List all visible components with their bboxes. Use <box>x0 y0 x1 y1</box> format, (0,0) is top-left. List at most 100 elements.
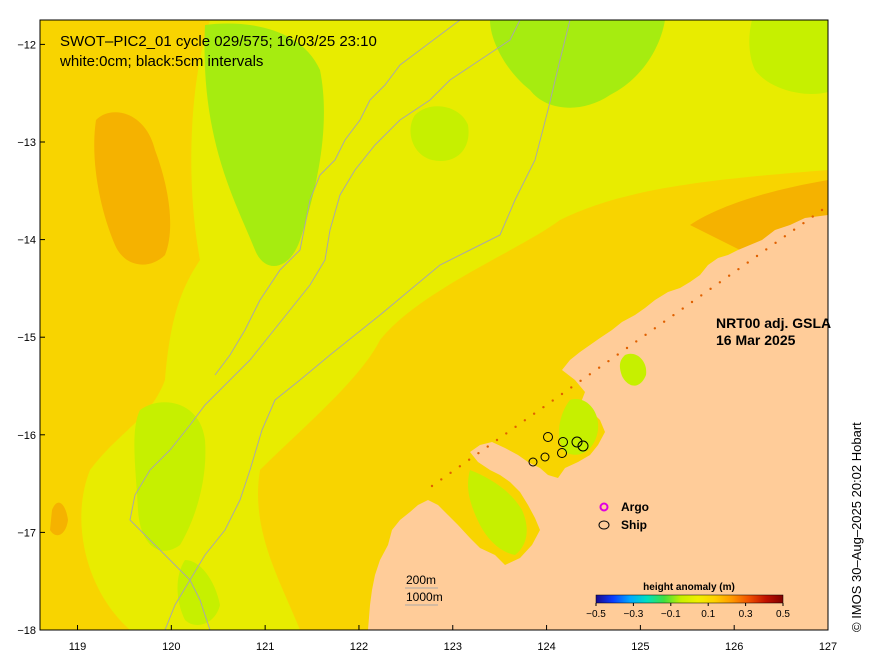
swot-track-dot <box>514 425 517 429</box>
isobath-inner <box>214 20 461 376</box>
ship-markers <box>528 432 589 467</box>
lat-tick-label: −13 <box>17 137 36 149</box>
lon-tick-label: 122 <box>350 641 368 653</box>
swot-track-dot <box>523 419 527 422</box>
swot-track-dot <box>783 235 787 238</box>
swot-track-dots <box>430 208 824 488</box>
swot-track-dot <box>588 373 592 376</box>
ship-marker <box>543 432 553 442</box>
ship-marker <box>577 440 589 452</box>
swot-track-dot <box>551 399 554 402</box>
sla-warmer-spot <box>50 502 68 536</box>
map-plot-area <box>40 20 828 630</box>
small-inlet <box>619 353 647 386</box>
colorbar: height anomaly (m) −0.5 −0.3 −0.1 0.1 0.3 0.5 <box>586 582 790 620</box>
ship-legend-label: Ship <box>621 518 647 532</box>
lat-tick-label: −17 <box>17 527 36 539</box>
latitude-axis: −12 −13 −14 −15 −16 −17 −18 <box>17 39 45 637</box>
lat-tick-label: −12 <box>17 39 36 51</box>
sla-cool-region-central <box>204 23 324 267</box>
lon-tick-label: 125 <box>631 641 649 653</box>
lat-tick-label: −14 <box>17 235 36 247</box>
swot-track-dot <box>755 254 759 258</box>
lon-tick-label: 124 <box>537 641 555 653</box>
header-line-1: SWOT–PIC2_01 cycle 029/575; 16/03/25 23:… <box>60 33 377 50</box>
product-line-1: NRT00 adj. GSLA <box>716 315 831 331</box>
swot-track-dot <box>811 215 814 218</box>
plot-frame <box>39 19 829 631</box>
sla-cool-region-north <box>490 20 665 108</box>
sla-warm-region <box>40 20 210 630</box>
sla-cool-region-northeast <box>749 20 828 94</box>
swot-track-dot <box>709 287 712 291</box>
swot-track-dot <box>690 300 694 304</box>
colorbar-tick-label: −0.1 <box>661 609 681 620</box>
king-sound-bay <box>468 470 527 555</box>
swot-track-dot <box>746 261 749 264</box>
colorbar-tick-label: −0.3 <box>624 609 644 620</box>
swot-track-dot <box>486 445 489 448</box>
swot-track-dot <box>430 484 434 488</box>
colorbar-tick-label: 0.5 <box>776 609 790 620</box>
swot-track-dot <box>718 281 722 284</box>
swot-track-dot <box>672 313 675 317</box>
swot-track-dot <box>653 327 657 330</box>
colorbar-bar <box>595 594 784 604</box>
colorbar-ticks: −0.5 −0.3 −0.1 0.1 0.3 0.5 <box>586 603 790 620</box>
ship-marker <box>557 448 567 458</box>
longitude-axis: 119 120 121 122 123 124 125 126 127 <box>69 625 837 653</box>
sla-cool-region-south <box>134 402 206 551</box>
swot-track-dot <box>765 248 768 251</box>
swot-track-dot <box>458 465 462 468</box>
sla-warmer-region-west <box>94 112 171 265</box>
colorbar-title: height anomaly (m) <box>643 582 735 593</box>
lon-tick-label: 121 <box>256 641 274 653</box>
swot-track-dot <box>616 353 619 356</box>
ship-marker <box>540 452 550 462</box>
lon-tick-label: 127 <box>819 641 837 653</box>
swot-track-dot <box>579 379 582 383</box>
australia-landmass <box>368 215 828 630</box>
colorbar-tick-label: −0.5 <box>586 609 606 620</box>
argo-legend-icon <box>599 502 609 512</box>
swot-track-dot <box>449 471 452 475</box>
product-line-2: 16 Mar 2025 <box>716 332 796 348</box>
swot-track-dot <box>820 208 824 212</box>
lon-tick-label: 126 <box>725 641 743 653</box>
swot-track-dot <box>802 221 805 225</box>
isobath-200m <box>129 20 521 630</box>
swot-track-dot <box>644 333 647 337</box>
isobath-1000m <box>164 20 571 630</box>
credit-text: © IMOS 30–Aug–2025 20:02 Hobart <box>849 422 864 632</box>
ship-marker <box>571 436 583 448</box>
swot-track-dot <box>542 405 545 409</box>
header-line-2: white:0cm; black:5cm intervals <box>59 53 263 70</box>
swot-track-dot <box>625 346 629 350</box>
lon-tick-label: 120 <box>162 641 180 653</box>
swot-track-dot <box>737 267 740 271</box>
swot-track-dot <box>597 366 601 369</box>
argo-legend-label: Argo <box>621 500 649 514</box>
sla-cool-region-east-patch <box>410 106 469 161</box>
swot-track-dot <box>477 451 480 455</box>
sla-cool-region-southwest <box>177 560 220 625</box>
swot-track-dot <box>792 228 796 231</box>
ship-marker <box>558 437 568 447</box>
swot-track-dot <box>727 274 731 277</box>
lon-tick-label: 123 <box>444 641 462 653</box>
lon-tick-label: 119 <box>69 641 87 653</box>
swot-track-dot <box>570 386 573 389</box>
swot-track-dot <box>662 320 666 323</box>
colorbar-tick-label: 0.1 <box>701 609 715 620</box>
colorbar-tick-label: 0.3 <box>739 609 753 620</box>
swot-track-dot <box>681 307 684 310</box>
swot-track-dot <box>440 478 443 481</box>
ship-legend-icon <box>598 520 610 530</box>
collier-bay <box>558 399 599 455</box>
ship-marker <box>528 457 538 467</box>
swot-track-dot <box>467 458 471 461</box>
swot-track-dot <box>505 432 508 435</box>
depth-label-200m: 200m <box>406 573 436 587</box>
